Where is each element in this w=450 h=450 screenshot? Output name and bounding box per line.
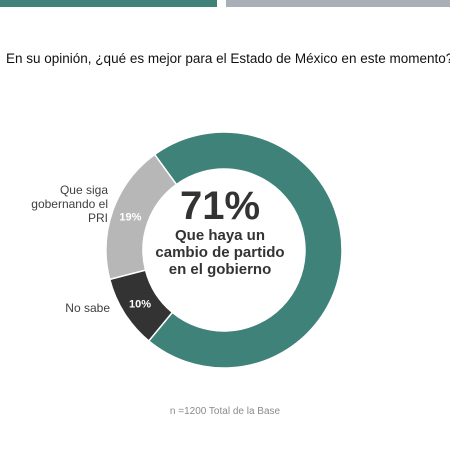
slice-cambio bbox=[147, 131, 343, 369]
slice-pri bbox=[105, 153, 178, 281]
label-no-sabe: No sabe bbox=[65, 301, 110, 315]
sample-footnote: n =1200 Total de la Base bbox=[169, 406, 281, 417]
slice-label-pri: 19% bbox=[119, 211, 141, 223]
center-description: Que haya un cambio de partido en el gobi… bbox=[155, 227, 285, 278]
header-secondary-bar bbox=[226, 0, 450, 7]
question-title: En su opinión, ¿qué es mejor para el Est… bbox=[6, 51, 450, 66]
label-pri: Que siga gobernando el PRI bbox=[31, 183, 108, 225]
header-accent-bar bbox=[0, 0, 217, 7]
center-percentage: 71% bbox=[179, 184, 261, 228]
slice-label-no-sabe: 10% bbox=[129, 298, 151, 310]
